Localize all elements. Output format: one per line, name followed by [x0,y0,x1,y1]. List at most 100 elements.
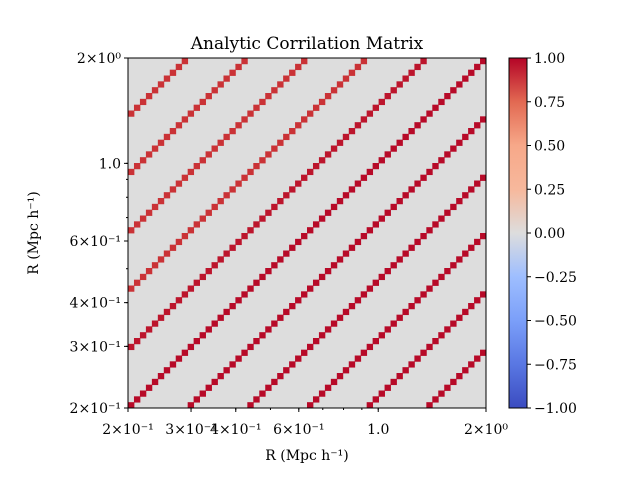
colorbar-tick-label: 0.50 [534,139,565,155]
heatmap-cell [372,279,379,286]
heatmap-cell [330,262,338,269]
heatmap-cell [456,373,463,380]
heatmap-cell [253,163,260,170]
heatmap-cell [247,168,254,176]
heatmap-cell [336,139,344,146]
heatmap-cell [426,343,433,351]
heatmap-cell [157,373,165,380]
heatmap-cell [426,110,433,117]
heatmap-cell [462,133,469,141]
heatmap-cell [223,308,230,316]
heatmap-cell [378,332,385,339]
heatmap-cell [420,116,427,123]
heatmap-cell [289,186,296,193]
heatmap-cell [205,209,212,216]
heatmap-cell [342,192,350,199]
heatmap-cell [139,273,147,281]
heatmap-cell [396,81,403,88]
heatmap-cell [283,250,290,257]
heatmap-cell [480,116,487,123]
heatmap-cell [450,320,457,327]
y-tick-label: 2×10⁻¹ [70,401,121,417]
heatmap-cell [372,396,379,403]
heatmap-cell [360,349,368,356]
heatmap-cell [414,122,421,129]
heatmap-cell [444,209,451,216]
heatmap-cell [360,116,368,123]
heatmap-cell [133,104,141,111]
heatmap-cell [128,110,135,117]
heatmap-cell [390,87,397,94]
heatmap-cell [450,203,457,211]
heatmap-cell [336,198,344,205]
heatmap-cell [229,186,236,193]
heatmap-cell [235,122,242,129]
heatmap-cell [366,227,374,234]
heatmap-cell [295,297,302,304]
heatmap-cell [480,58,487,65]
heatmap-cell [462,250,469,257]
heatmap-cell [229,244,236,251]
heatmap-cell [360,233,368,240]
heatmap-cell [283,308,290,316]
heatmap-cell [265,93,272,100]
heatmap-plot-area [127,57,487,409]
heatmap-cell [330,87,338,94]
heatmap-cell [187,285,195,292]
heatmap-cell [396,314,403,321]
heatmap-cell [432,279,439,286]
heatmap-cell [468,69,475,76]
heatmap-cell [462,192,469,199]
heatmap-cell [139,390,147,397]
heatmap-cell [450,145,457,152]
heatmap-cell [324,268,332,275]
heatmap-cell [414,238,421,246]
heatmap-cell [241,233,248,240]
heatmap-cell [402,75,409,82]
heatmap-cell [199,390,206,397]
heatmap-cell [330,203,338,211]
heatmap-cell [307,343,314,351]
heatmap-cell [468,128,475,135]
heatmap-cell [480,349,487,356]
colorbar: 1.00 0.75 0.50 0.25 0.00 −0.25 −0.50 −0.75 −1.00 [508,51,577,417]
heatmap-cell [336,256,344,263]
heatmap-cell [366,168,374,176]
heatmap-cell [474,297,481,304]
heatmap-cell [217,139,224,146]
heatmap-cell [151,378,159,386]
heatmap-cell [366,110,374,117]
heatmap-cell [444,326,451,333]
heatmap-cell [420,349,427,356]
heatmap-cell [271,378,278,386]
heatmap-cell [193,279,200,286]
heatmap-cell [456,81,463,88]
heatmap-cell [348,244,356,251]
heatmap-cell [342,75,350,82]
heatmap-cell [390,145,397,152]
heatmap-cell [312,163,320,170]
heatmap-cell [163,133,171,141]
heatmap-cell [432,396,439,403]
heatmap-cell [217,314,224,321]
heatmap-cell [145,384,153,391]
heatmap-cell [169,69,177,76]
heatmap-cell [223,133,230,141]
heatmap-cell [474,63,481,71]
heatmap-cell [163,75,171,82]
heatmap-cell [139,157,147,164]
heatmap-cell [193,104,200,111]
x-tick-label: 1.0 [367,422,389,438]
heatmap-cell [408,361,415,368]
heatmap-cell [420,58,427,65]
plot-frame [127,57,487,409]
heatmap-cell [139,215,147,222]
heatmap-cell [396,198,403,205]
heatmap-cell [295,180,302,187]
heatmap-cell [295,238,302,246]
heatmap-cell [217,198,224,205]
heatmap-cell [307,168,314,176]
heatmap-cell [360,58,368,65]
heatmap-cell [265,151,272,158]
heatmap-cell [235,63,242,71]
